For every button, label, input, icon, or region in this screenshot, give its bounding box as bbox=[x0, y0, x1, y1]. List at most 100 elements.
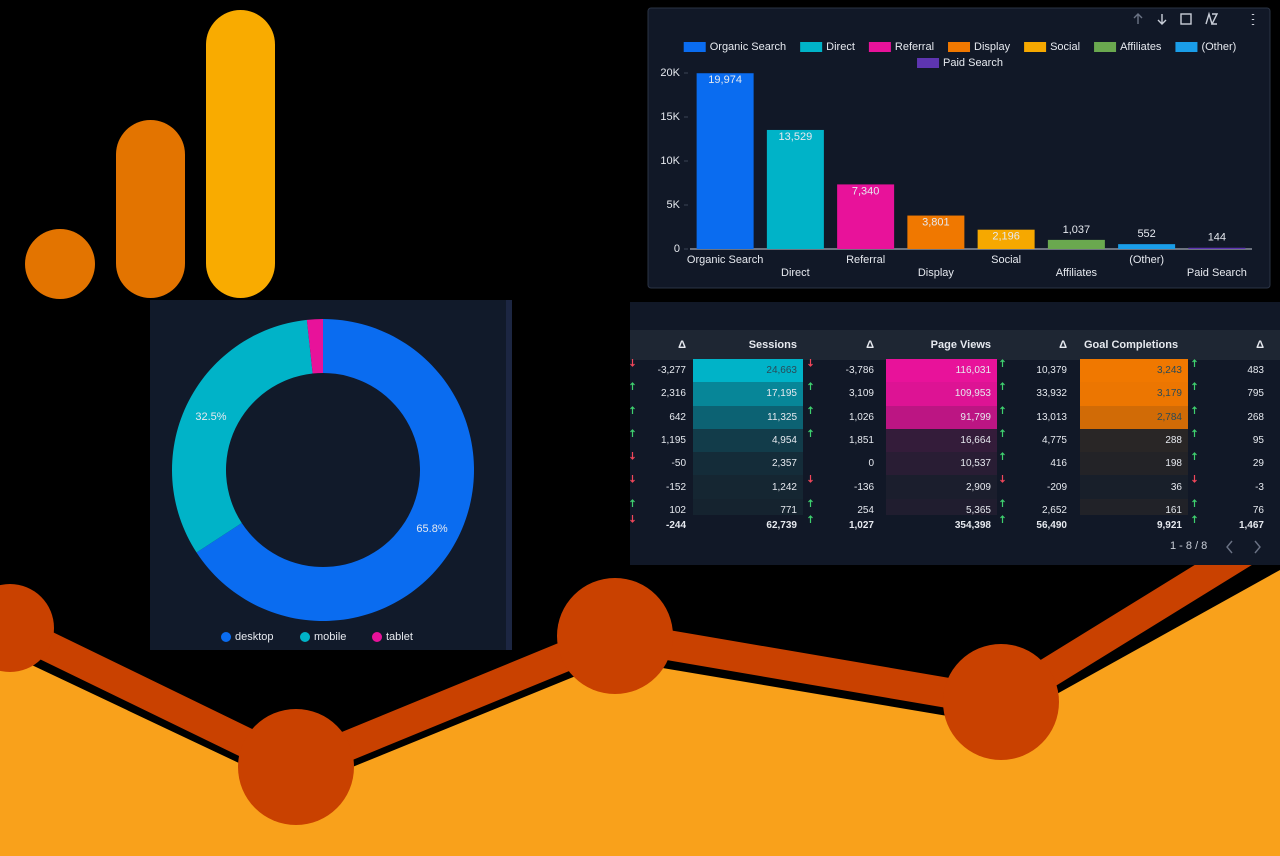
x-tick-label: Organic Search bbox=[687, 254, 763, 266]
table-cell: 13,013 bbox=[1000, 405, 1073, 429]
cell-text: 268 bbox=[1247, 411, 1264, 423]
next-page[interactable] bbox=[1254, 540, 1261, 554]
up-arrow bbox=[808, 498, 813, 507]
value-label: 3,801 bbox=[922, 216, 950, 228]
down-arrow bbox=[630, 452, 635, 460]
up-arrow bbox=[1192, 452, 1197, 461]
legend-item: Direct bbox=[800, 41, 855, 53]
table-cell: 109,953 bbox=[886, 382, 997, 406]
cell-text: 5,365 bbox=[965, 504, 991, 515]
up-arrow bbox=[1000, 452, 1005, 461]
down-arrow bbox=[630, 515, 635, 523]
column-header[interactable]: Δ bbox=[1256, 339, 1264, 351]
slice-label: 65.8% bbox=[416, 523, 447, 535]
cell-text: 102 bbox=[669, 504, 686, 515]
donut-slice bbox=[171, 319, 313, 553]
up-arrow bbox=[808, 382, 813, 391]
value-label: 2,196 bbox=[992, 231, 1020, 243]
cell-text: 771 bbox=[780, 504, 797, 515]
column-header[interactable]: Page Views bbox=[930, 339, 991, 351]
cell-text: -209 bbox=[1046, 481, 1067, 493]
arrow-path bbox=[630, 428, 635, 437]
arrow-path bbox=[1192, 475, 1197, 484]
table-cell: 1,242 bbox=[693, 475, 803, 499]
cell-text: 3,243 bbox=[1156, 365, 1182, 377]
arrow-path bbox=[1000, 405, 1005, 414]
legend-label: Referral bbox=[895, 41, 934, 53]
az-icon[interactable] bbox=[1205, 11, 1219, 25]
logo-bar bbox=[206, 10, 275, 298]
cell-text: 254 bbox=[857, 504, 874, 515]
up-arrow bbox=[808, 428, 813, 437]
x-tick-label: Social bbox=[991, 254, 1021, 266]
sort-down-icon[interactable] bbox=[1157, 14, 1167, 25]
table-cell: 161 bbox=[1080, 498, 1188, 515]
bar bbox=[1047, 239, 1105, 249]
pie-panel-edge bbox=[506, 300, 512, 650]
arrow-path bbox=[1000, 382, 1005, 391]
x-tick-label: Direct bbox=[781, 267, 810, 279]
up-arrow bbox=[1192, 515, 1197, 523]
table-cell: -209 bbox=[1000, 475, 1073, 498]
legend-item: Social bbox=[1024, 41, 1080, 53]
table-cell: 288 bbox=[1080, 428, 1188, 453]
cell-text: 2,316 bbox=[660, 388, 686, 400]
value-label: 552 bbox=[1137, 228, 1155, 240]
column-header[interactable]: Δ bbox=[1059, 339, 1067, 351]
cell-text: 10,537 bbox=[960, 458, 991, 470]
up-arrow bbox=[1000, 382, 1005, 391]
cell-text: 642 bbox=[669, 411, 686, 423]
down-arrow bbox=[808, 475, 813, 484]
cell-text: 1,851 bbox=[848, 434, 874, 446]
up-arrow bbox=[1000, 428, 1005, 437]
arrow-path bbox=[1192, 515, 1197, 523]
table-cell: 16,664 bbox=[886, 428, 997, 453]
legend-label: Direct bbox=[826, 41, 855, 53]
y-tick-label: 5K bbox=[667, 199, 681, 211]
cell-text: 161 bbox=[1165, 504, 1182, 515]
column-header[interactable]: Sessions bbox=[748, 339, 797, 351]
cell-text: 483 bbox=[1247, 365, 1264, 377]
column-header[interactable]: Δ bbox=[678, 339, 686, 351]
chart-icon[interactable] bbox=[1180, 13, 1192, 25]
table-cell: 642 bbox=[630, 405, 692, 429]
bar bbox=[837, 184, 895, 249]
up-arrow bbox=[808, 405, 813, 414]
cell-text: 109,953 bbox=[954, 388, 991, 400]
pagination: 1 - 8 / 8 bbox=[1170, 540, 1208, 552]
cell-text: 24,663 bbox=[766, 365, 797, 377]
sort-up-icon[interactable] bbox=[1133, 13, 1143, 24]
table-cell: -3,277 bbox=[630, 359, 692, 382]
table-cell: 1,851 bbox=[808, 428, 880, 452]
cell-text: 795 bbox=[1247, 388, 1264, 400]
table-cell: 9,921 bbox=[1080, 515, 1188, 535]
table-cell: 1,195 bbox=[630, 428, 692, 452]
x-tick-label: (Other) bbox=[1129, 254, 1164, 266]
prev-page[interactable] bbox=[1226, 540, 1233, 554]
up-arrow bbox=[1192, 405, 1197, 414]
legend-swatch bbox=[372, 632, 382, 642]
cell-text: 16,664 bbox=[960, 434, 991, 446]
arrow-path bbox=[630, 515, 635, 523]
table-cell: 3,243 bbox=[1080, 359, 1188, 383]
cell-text: -3,277 bbox=[657, 365, 686, 377]
column-header[interactable]: Δ bbox=[866, 339, 874, 351]
cell-text: 56,490 bbox=[1036, 519, 1067, 531]
table-cell: 76 bbox=[1192, 498, 1270, 515]
arrow-path bbox=[630, 498, 635, 507]
y-tick-label: 10K bbox=[660, 155, 680, 167]
table-cell: 33,932 bbox=[1000, 382, 1073, 405]
column-header[interactable]: Goal Completions bbox=[1083, 339, 1179, 351]
bar bbox=[907, 215, 965, 249]
cell-text: 116,031 bbox=[955, 365, 991, 377]
table-cell: 1,467 bbox=[1192, 515, 1270, 535]
up-arrow bbox=[630, 405, 635, 414]
arrow-path bbox=[808, 428, 813, 437]
up-arrow bbox=[1000, 515, 1005, 523]
table-cell: 354,398 bbox=[886, 515, 997, 535]
down-arrow bbox=[1000, 475, 1005, 484]
cell-text: 3,179 bbox=[1156, 388, 1182, 400]
legend-label: mobile bbox=[314, 631, 346, 643]
arrow-path bbox=[1000, 428, 1005, 437]
up-arrow bbox=[808, 515, 813, 523]
